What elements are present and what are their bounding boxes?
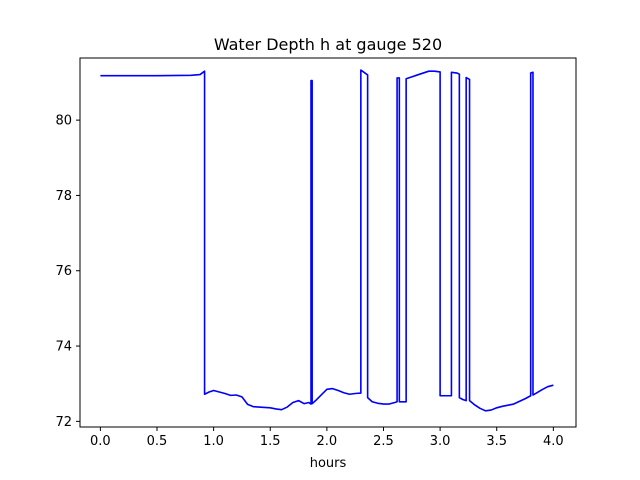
y-tick-label: 78: [55, 189, 72, 204]
x-tick-label: 1.0: [203, 434, 224, 449]
x-axis-label: hours: [310, 456, 347, 471]
axes: 0.0 0.5 1.0 1.5 2.0 2.5 3.0 3.5 4.0 72 74 76 78 80: [55, 57, 577, 449]
y-tick-label: 72: [55, 415, 72, 430]
axes-frame: [79, 57, 577, 428]
x-tick-label: 3.5: [486, 434, 507, 449]
x-tick-label: 3.0: [430, 434, 451, 449]
y-tick-label: 76: [55, 264, 72, 279]
series-line-0: [100, 69, 554, 412]
x-tick-label: 0.5: [147, 434, 168, 449]
plot-area: [100, 69, 554, 412]
y-tick-label: 74: [55, 340, 72, 355]
chart-title: Water Depth h at gauge 520: [214, 35, 442, 54]
x-tick-label: 2.0: [317, 434, 338, 449]
x-tick-label: 1.5: [260, 434, 281, 449]
x-tick-label: 0.0: [90, 434, 111, 449]
x-tick-label: 4.0: [543, 434, 564, 449]
x-tick-label: 2.5: [373, 434, 394, 449]
y-tick-label: 80: [55, 114, 72, 129]
